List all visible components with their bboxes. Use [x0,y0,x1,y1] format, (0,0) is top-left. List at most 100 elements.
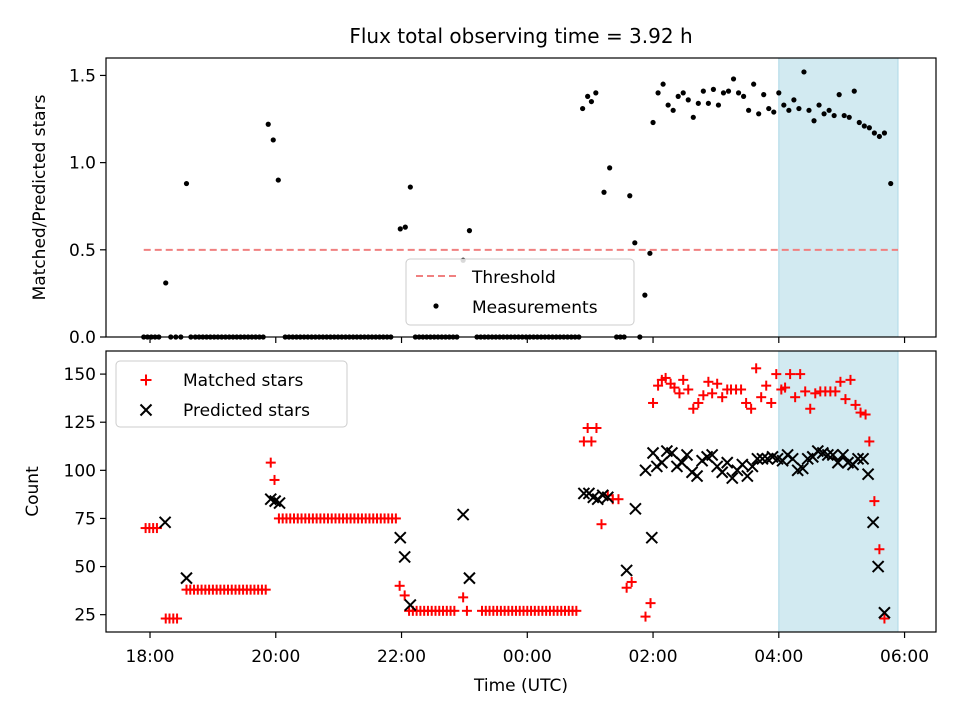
matched-star-point [780,382,791,393]
matched-star-point [805,403,816,414]
predicted-star-point [273,496,286,510]
matched-star-point [660,372,671,383]
measurement-point [801,69,807,75]
matched-star-point [394,580,405,591]
measurement-point [811,118,817,124]
matched-star-point [260,584,271,595]
bottom-axes-frame [105,350,937,633]
legend-predicted-marker [139,403,153,417]
legend-predicted-label: Predicted stars [183,401,310,421]
bottom-y-tick-label: 50 [74,558,96,578]
matched-star-point [756,392,767,403]
legend-matched-swatch [140,374,152,386]
matched-star-point [874,544,885,555]
predicted-star-point [756,452,769,465]
measurement-point [751,81,757,87]
top-axes-frame [105,57,937,338]
measurement-point [675,93,681,99]
measurement-point [665,102,671,108]
predicted-star-point [675,456,689,469]
matched-star-point [835,376,846,387]
bottom-y-tick-label: 25 [74,606,96,626]
matched-star-point [582,422,593,433]
predicted-star-point [629,502,642,516]
predicted-star-point [646,446,660,460]
matched-star-point [571,605,582,616]
matched-star-point [712,378,723,389]
matched-star-point [399,590,410,601]
matched-star-point [736,384,747,395]
predicted-star-point [665,446,679,460]
measurement-point [163,280,169,286]
predicted-star-point [851,452,865,465]
top-legend: Threshold Measurements [405,258,635,326]
measurement-point [831,112,837,119]
matched-star-point [265,457,276,468]
legend-matched-label: Matched stars [183,371,303,391]
matched-star-point [645,598,656,609]
observing-window-shade-bottom [778,350,899,633]
matched-star-point [840,394,851,405]
matched-star-point [172,613,183,624]
measurement-point [627,193,633,199]
matched-star-point [626,576,637,587]
bottom-legend-box [115,360,348,428]
predicted-star-point [751,452,764,465]
measurement-point [735,90,742,96]
legend-matched-marker [140,374,152,386]
measurement-point [866,125,872,131]
predicted-star-point [463,571,476,585]
matched-star-point [741,397,752,408]
matched-star-point [596,519,607,530]
matched-stars-series [140,363,890,624]
measurement-point [846,114,852,120]
measurement-point [275,177,281,183]
measurement-point [771,109,777,115]
predicted-star-point [404,598,417,612]
matched-star-point [717,392,728,403]
measurement-point [826,107,832,113]
top-y-tick-label: 0.0 [69,328,96,348]
measurement-point [700,88,706,94]
matched-star-point [879,613,890,624]
measurement-point [806,107,812,113]
matched-star-point [678,374,689,385]
matched-star-point [653,380,664,391]
measurement-point [836,92,842,98]
x-tick-label: 22:00 [377,647,426,667]
matched-star-point [591,422,602,433]
measurement-point [786,107,792,113]
measurement-point [593,90,599,96]
measurement-point [876,133,883,140]
measurement-point [710,86,717,92]
measurement-point [881,130,888,136]
predicted-star-point [821,448,835,462]
measurement-point [705,100,711,106]
measurement-point [720,90,727,96]
measurement-point [781,102,787,108]
predicted-star-point [158,516,172,529]
measurement-point [725,88,732,94]
legend-threshold-label: Threshold [471,268,556,288]
matched-star-point [785,369,796,380]
predicted-star-point [680,448,694,462]
legend-predicted-swatch [139,403,153,417]
matched-star-point [830,386,841,397]
measurement-point [183,180,190,187]
matched-star-point [390,513,401,524]
matched-star-point [864,436,875,447]
measurement-point [601,189,607,195]
top-y-tick-label: 0.5 [69,241,96,261]
measurement-point [680,90,686,96]
measurement-point [685,97,691,103]
predicted-stars-series [158,444,891,619]
measurement-point [816,102,822,108]
matched-star-point [845,374,856,385]
x-tick-label: 06:00 [880,647,929,667]
matched-star-point [698,390,709,401]
matched-star-point [869,496,880,507]
matched-star-point [800,386,811,397]
measurement-point [715,102,722,108]
bottom-y-tick-label: 125 [64,413,96,433]
